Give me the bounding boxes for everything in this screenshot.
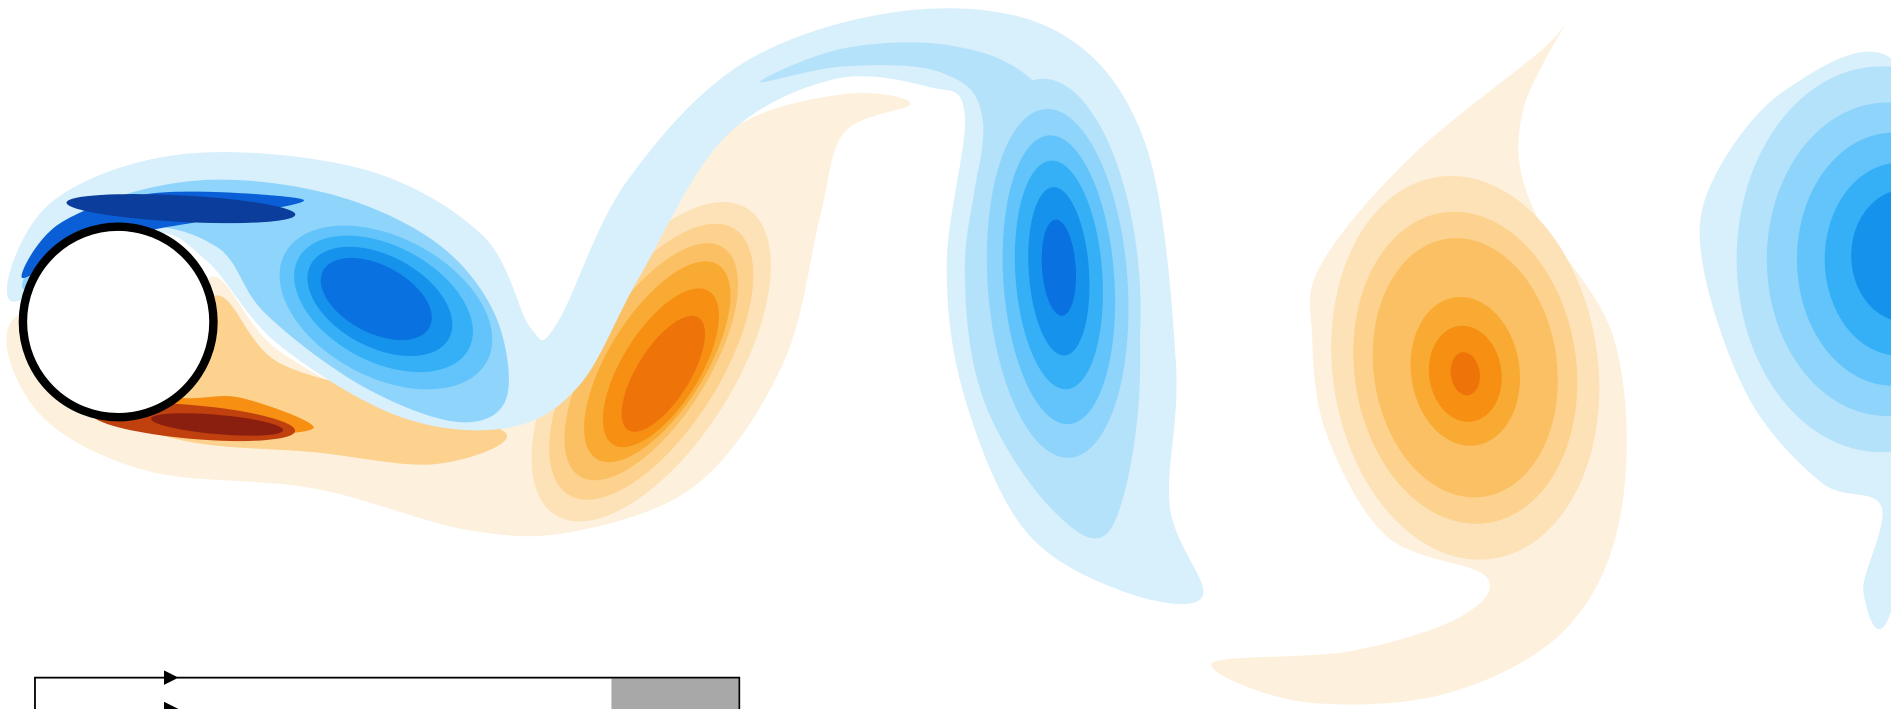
positive-vorticity (320, 257, 432, 341)
negative-vorticity (1450, 352, 1480, 396)
shear-layer (66, 194, 296, 224)
slider-arrow[interactable] (164, 670, 179, 685)
slider-fill (611, 678, 739, 709)
cylinder (18, 222, 218, 422)
slider-arrow[interactable] (164, 701, 179, 709)
positive-vorticity (1851, 191, 1891, 320)
vorticity-contours (6, 8, 1891, 705)
positive-vorticity (1041, 219, 1077, 316)
negative-vorticity (621, 315, 706, 432)
time-slider[interactable] (34, 670, 741, 709)
positive-vorticity (6, 8, 1204, 605)
shear-layer (150, 413, 284, 436)
